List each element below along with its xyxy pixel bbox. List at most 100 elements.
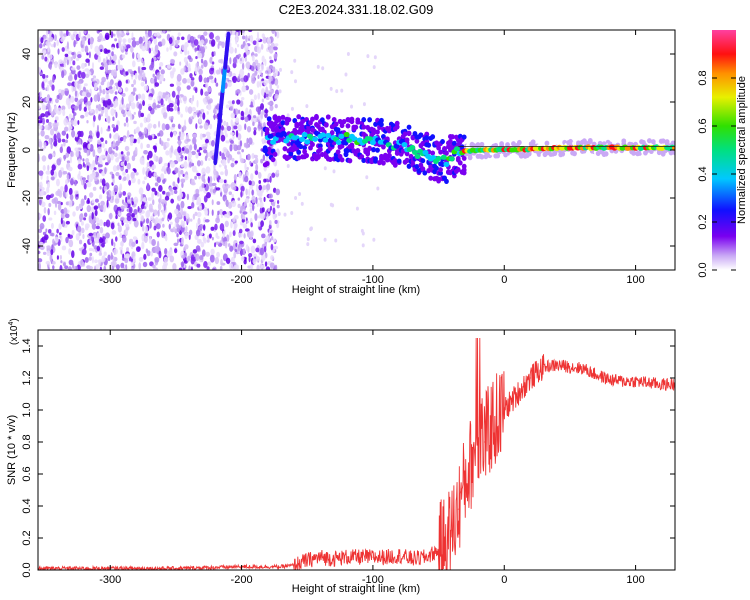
- noise-speck: [142, 61, 145, 66]
- noise-speck: [96, 50, 101, 56]
- carrier-halo: [499, 143, 505, 149]
- noise-speck: [283, 212, 287, 217]
- noise-speck: [269, 176, 272, 183]
- noise-speck: [47, 266, 50, 270]
- noise-speck: [196, 99, 199, 108]
- noise-speck: [38, 120, 43, 124]
- noise-speck: [207, 152, 211, 157]
- noise-speck: [196, 172, 201, 177]
- noise-speck: [245, 43, 249, 51]
- noise-speck: [180, 100, 183, 104]
- noise-speck: [177, 177, 180, 184]
- noise-speck: [222, 230, 225, 239]
- noise-speck: [49, 106, 52, 114]
- noise-speck: [99, 226, 104, 234]
- noise-speck: [92, 149, 96, 158]
- noise-speck: [269, 262, 275, 269]
- noise-speck: [229, 263, 234, 270]
- noise-speck: [131, 201, 134, 206]
- noise-speck: [109, 171, 114, 175]
- noise-speck: [96, 245, 101, 252]
- noise-speck: [230, 112, 236, 119]
- noise-speck: [102, 100, 106, 107]
- noise-speck: [154, 75, 158, 84]
- noise-speck: [43, 207, 47, 214]
- noise-speck: [55, 116, 59, 121]
- noise-speck: [45, 194, 51, 200]
- noise-speck: [156, 191, 160, 197]
- carrier-halo: [670, 140, 675, 146]
- noise-speck: [180, 207, 184, 216]
- noise-speck: [176, 233, 179, 238]
- noise-speck: [268, 64, 274, 70]
- noise-speck: [245, 244, 249, 252]
- noise-speck: [43, 141, 47, 149]
- noise-speck: [184, 231, 188, 240]
- noise-speck: [216, 201, 221, 205]
- noise-speck: [236, 144, 242, 151]
- noise-speck: [200, 58, 204, 64]
- noise-speck: [267, 37, 271, 45]
- noise-speck: [151, 47, 154, 52]
- carrier-halo: [333, 121, 339, 127]
- noise-speck: [222, 121, 227, 126]
- noise-speck: [190, 77, 195, 81]
- noise-speck: [146, 161, 150, 168]
- noise-speck: [189, 229, 193, 236]
- carrier-core: [320, 132, 327, 138]
- noise-speck: [83, 217, 87, 221]
- noise-speck: [92, 159, 96, 167]
- noise-speck: [106, 199, 109, 208]
- noise-speck: [323, 237, 327, 242]
- noise-speck: [239, 68, 245, 77]
- noise-speck: [251, 195, 256, 204]
- noise-speck: [123, 176, 127, 181]
- noise-speck: [267, 102, 272, 106]
- noise-speck: [169, 70, 175, 76]
- carrier-halo: [264, 127, 270, 133]
- noise-speck: [84, 68, 90, 72]
- carrier-halo: [544, 140, 550, 146]
- noise-speck: [74, 90, 78, 97]
- noise-speck: [189, 144, 193, 151]
- noise-speck: [162, 112, 168, 119]
- noise-speck: [254, 170, 259, 176]
- noise-speck: [79, 259, 84, 268]
- carrier-halo: [339, 157, 345, 163]
- noise-speck: [143, 149, 148, 155]
- noise-speck: [209, 175, 213, 183]
- noise-speck: [169, 83, 175, 87]
- noise-speck: [122, 202, 128, 206]
- noise-speck: [133, 120, 137, 125]
- noise-speck: [274, 31, 277, 37]
- noise-speck: [185, 106, 189, 113]
- noise-speck: [219, 223, 225, 232]
- noise-speck: [68, 200, 73, 208]
- noise-speck: [244, 228, 250, 232]
- noise-speck: [119, 241, 124, 247]
- noise-speck: [77, 130, 82, 138]
- noise-speck: [44, 134, 50, 140]
- noise-speck: [181, 181, 184, 188]
- noise-speck: [68, 125, 73, 131]
- noise-speck: [227, 243, 231, 248]
- noise-speck: [147, 170, 153, 179]
- spectrogram-ytick-label: 20: [21, 96, 33, 108]
- noise-speck: [47, 44, 50, 53]
- noise-speck: [235, 187, 239, 192]
- noise-speck: [276, 169, 280, 174]
- noise-speck: [114, 91, 118, 95]
- noise-speck: [257, 74, 260, 80]
- carrier-halo: [294, 121, 300, 127]
- noise-speck: [293, 58, 297, 63]
- noise-speck: [148, 47, 152, 54]
- noise-speck: [177, 32, 181, 37]
- noise-speck: [133, 168, 137, 173]
- noise-speck: [78, 203, 82, 209]
- noise-speck: [51, 164, 56, 171]
- noise-speck: [253, 127, 257, 131]
- noise-speck: [136, 53, 141, 59]
- noise-speck: [177, 167, 181, 173]
- noise-speck: [305, 104, 309, 109]
- spectrogram-ylabel: Frequency (Hz): [6, 112, 18, 188]
